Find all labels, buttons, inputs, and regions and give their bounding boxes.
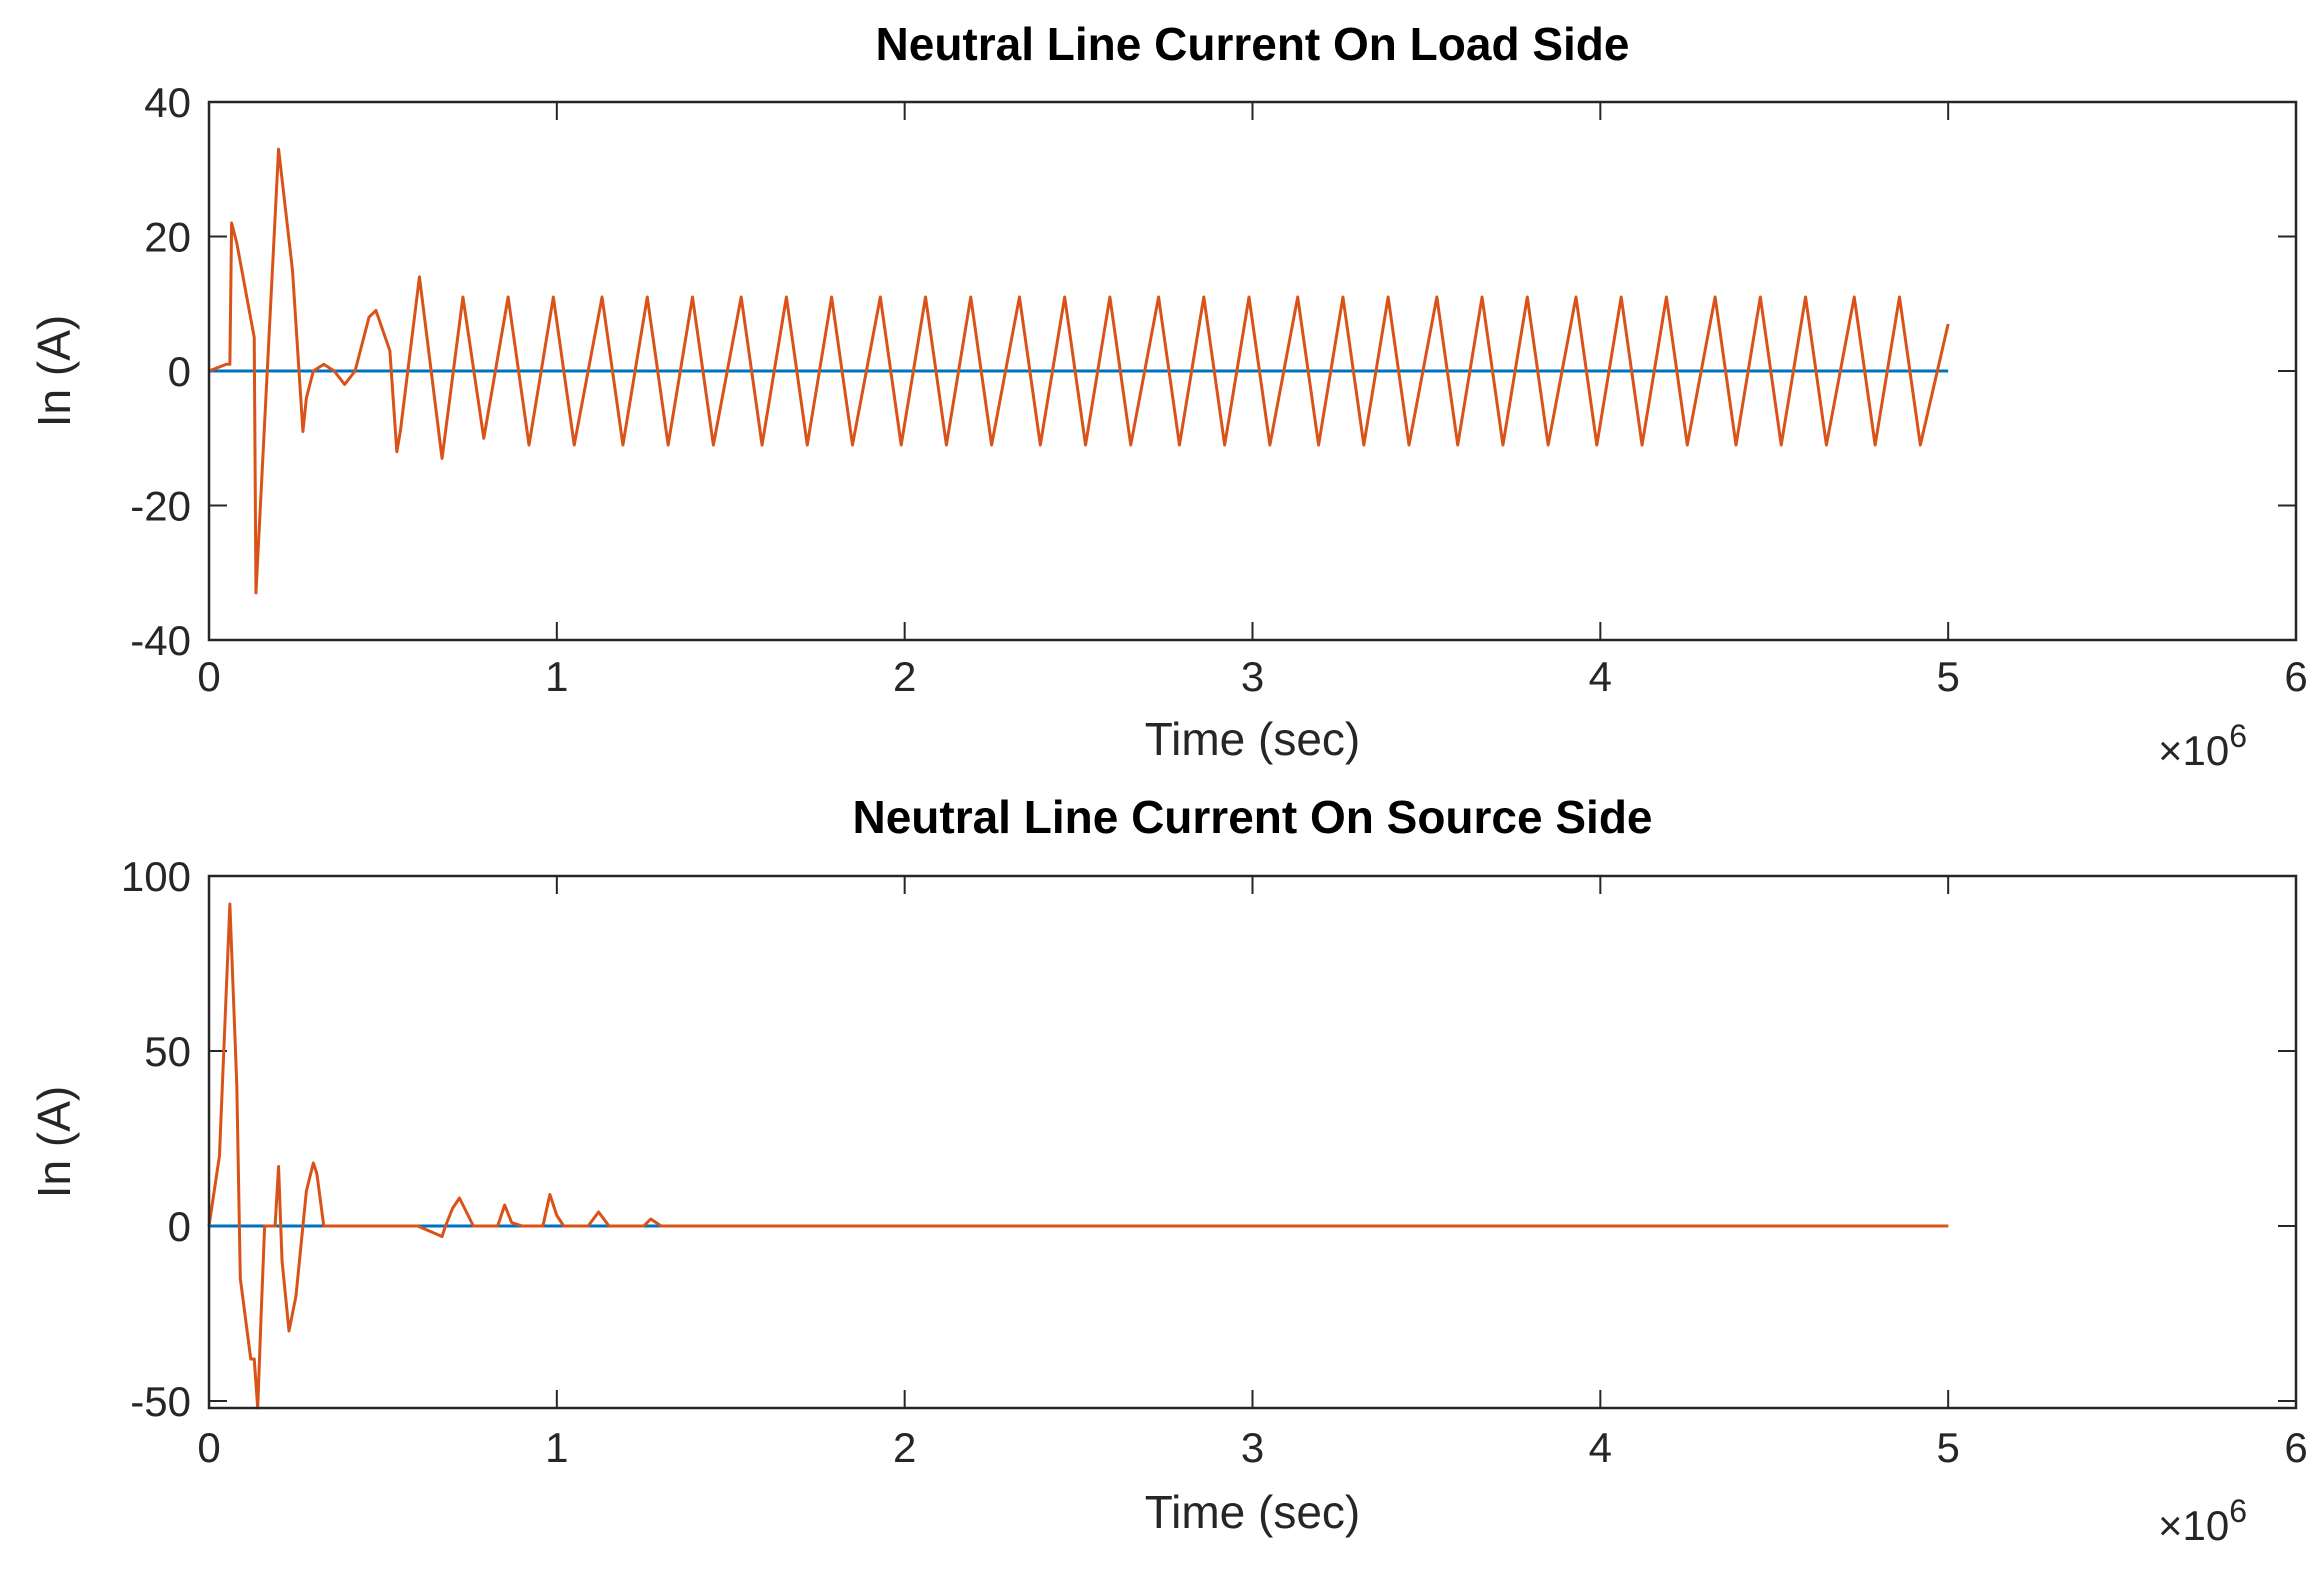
x-multiplier-power: 6 bbox=[2229, 1493, 2247, 1529]
x-tick-label: 0 bbox=[197, 653, 220, 700]
y-tick-label: 0 bbox=[168, 1203, 191, 1250]
x-axis-label: Time (sec) bbox=[1145, 1486, 1361, 1538]
x-tick-label: 5 bbox=[1936, 653, 1959, 700]
y-tick-label: -40 bbox=[130, 617, 191, 664]
y-tick-label: 50 bbox=[144, 1028, 191, 1075]
x-tick-label: 2 bbox=[893, 1424, 916, 1471]
x-axis-label: Time (sec) bbox=[1145, 713, 1361, 765]
x-tick-label: 4 bbox=[1589, 1424, 1612, 1471]
y-tick-label: -50 bbox=[130, 1378, 191, 1425]
x-tick-label: 3 bbox=[1241, 653, 1264, 700]
y-tick-label: 100 bbox=[121, 853, 191, 900]
y-tick-label: 40 bbox=[144, 79, 191, 126]
x-multiplier-base: ×10 bbox=[2158, 1502, 2229, 1549]
x-tick-label: 1 bbox=[545, 1424, 568, 1471]
data-line bbox=[207, 902, 1949, 1410]
axes-box bbox=[207, 874, 2298, 1410]
y-tick-label: 0 bbox=[168, 348, 191, 395]
x-tick-label: 0 bbox=[197, 1424, 220, 1471]
x-multiplier: ×106 bbox=[2158, 1493, 2247, 1549]
chart-title: Neutral Line Current On Load Side bbox=[876, 18, 1630, 70]
x-tick-label: 6 bbox=[2284, 653, 2307, 700]
x-tick-label: 3 bbox=[1241, 1424, 1264, 1471]
y-tick-label: -20 bbox=[130, 483, 191, 530]
x-tick-label: 1 bbox=[545, 653, 568, 700]
chart-title: Neutral Line Current On Source Side bbox=[852, 791, 1652, 843]
y-axis-label: In (A) bbox=[28, 315, 80, 427]
x-multiplier-power: 6 bbox=[2229, 718, 2247, 754]
y-axis-label: In (A) bbox=[28, 1086, 80, 1198]
x-tick-label: 4 bbox=[1589, 653, 1612, 700]
x-tick-label: 2 bbox=[893, 653, 916, 700]
data-line bbox=[208, 147, 1950, 595]
x-tick-label: 5 bbox=[1936, 1424, 1959, 1471]
axes-box bbox=[207, 100, 2298, 642]
x-tick-label: 6 bbox=[2284, 1424, 2307, 1471]
x-multiplier: ×106 bbox=[2158, 718, 2247, 774]
x-multiplier-base: ×10 bbox=[2158, 727, 2229, 774]
y-tick-label: 20 bbox=[144, 214, 191, 261]
